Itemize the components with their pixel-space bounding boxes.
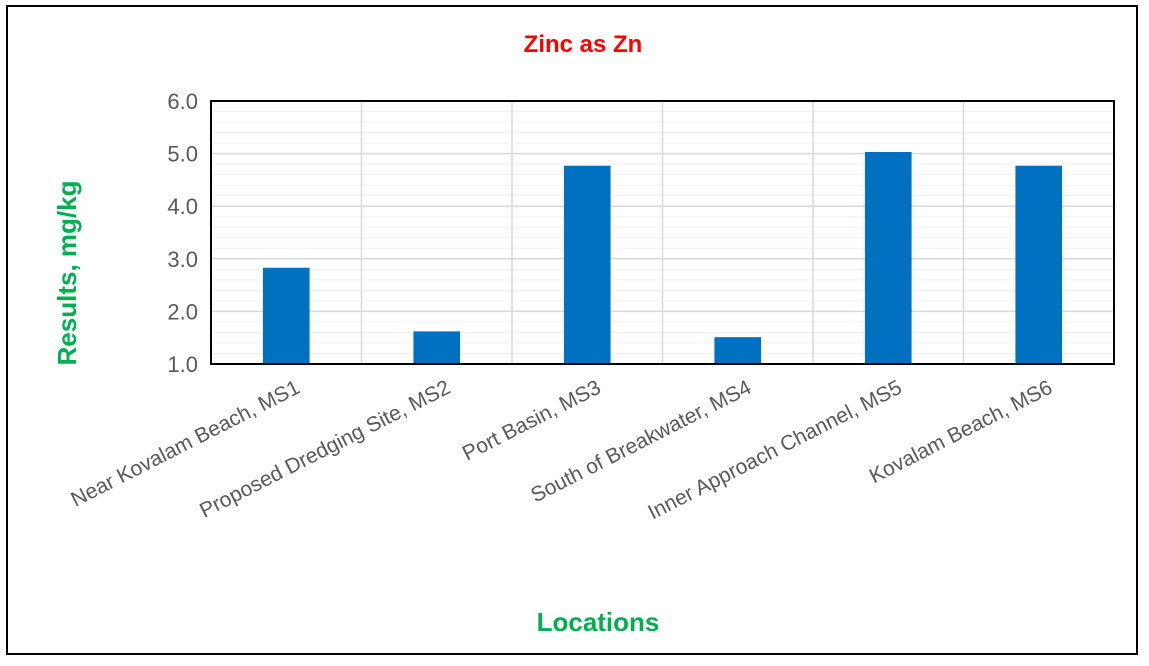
vertical-gridlines <box>360 101 965 364</box>
y-tick-label: 2.0 <box>167 299 198 324</box>
chart-title: Zinc as Zn <box>524 31 643 58</box>
bar <box>413 331 461 364</box>
y-axis-title: Results, mg/kg <box>52 181 82 366</box>
y-tick-label: 3.0 <box>167 247 198 272</box>
bar <box>1015 165 1063 364</box>
plot-area-border <box>210 100 1115 365</box>
x-tick-label: Inner Approach Channel, MS5 <box>644 376 905 524</box>
bar <box>262 267 310 364</box>
y-tick-label: 5.0 <box>167 142 198 167</box>
x-tick-label: Port Basin, MS3 <box>459 376 605 465</box>
bar <box>563 165 611 364</box>
x-tick-label: Proposed Dredging Site, MS2 <box>196 376 454 523</box>
bar <box>714 337 762 364</box>
y-tick-label: 1.0 <box>167 352 198 377</box>
y-tick-label: 4.0 <box>167 194 198 219</box>
bar <box>864 152 912 364</box>
y-tick-label: 6.0 <box>167 89 198 114</box>
x-axis-title: Locations <box>537 607 660 637</box>
bars <box>262 152 1063 364</box>
y-axis-ticks: 1.0 2.0 3.0 4.0 5.0 6.0 <box>167 89 198 377</box>
